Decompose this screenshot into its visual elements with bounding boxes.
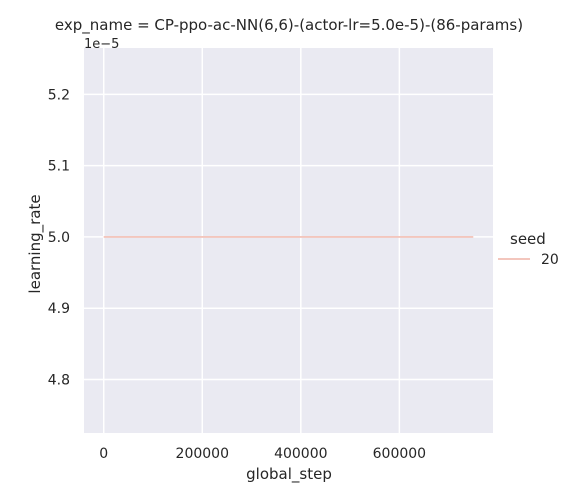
y-tick-label-4: 5.2 — [48, 87, 70, 103]
plot-area — [84, 48, 493, 433]
x-axis-ticks: 0 200000 400000 600000 — [99, 446, 426, 462]
y-offset-label: 1e−5 — [84, 37, 119, 52]
chart-title: exp_name = CP-ppo-ac-NN(6,6)-(actor-lr=5… — [55, 16, 523, 35]
y-tick-label-2: 5.0 — [48, 230, 70, 246]
legend-title: seed — [510, 230, 546, 248]
y-tick-label-3: 5.1 — [48, 159, 70, 175]
x-tick-label-2: 400000 — [274, 446, 327, 462]
x-tick-label-0: 0 — [99, 446, 108, 462]
x-axis-label: global_step — [246, 465, 332, 484]
legend-item-20: 20 — [541, 252, 559, 268]
y-tick-label-0: 4.8 — [48, 373, 70, 389]
y-axis-label: learning_rate — [26, 194, 45, 293]
x-tick-label-3: 600000 — [373, 446, 426, 462]
y-tick-label-1: 4.9 — [48, 301, 70, 317]
legend: seed 20 — [498, 230, 559, 268]
x-tick-label-1: 200000 — [176, 446, 229, 462]
y-axis-ticks: 4.8 4.9 5.0 5.1 5.2 — [48, 87, 70, 388]
